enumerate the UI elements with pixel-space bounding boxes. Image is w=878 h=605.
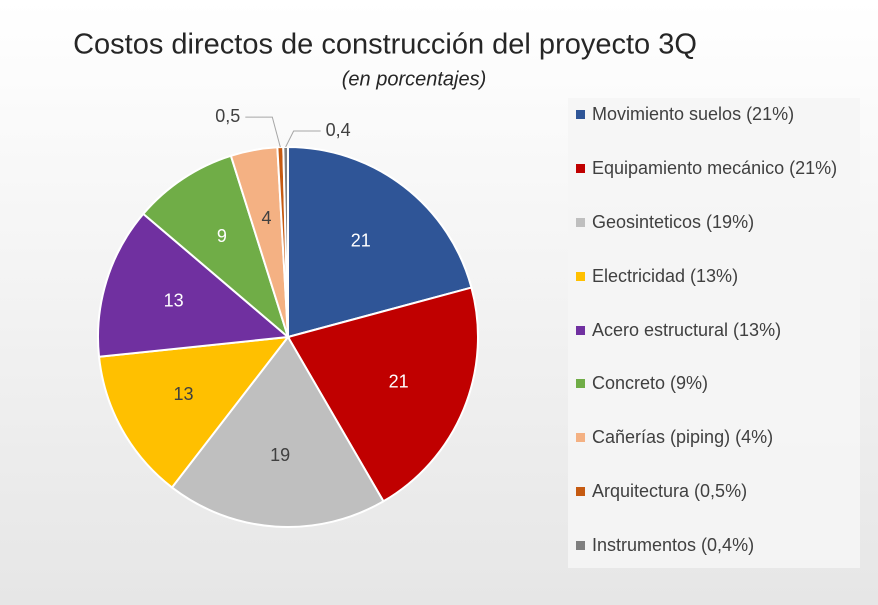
data-label: 13 xyxy=(173,384,193,404)
data-label: 9 xyxy=(217,226,227,246)
legend-label: Electricidad (13%) xyxy=(592,265,739,286)
legend-item: Arquitectura (0,5%) xyxy=(574,479,854,504)
legend-swatch xyxy=(576,379,585,389)
chart-title: Costos directos de construcción del proy… xyxy=(73,29,697,61)
legend-label: Movimiento suelos (21%) xyxy=(592,104,795,124)
data-label: 4 xyxy=(261,208,271,228)
legend-label: Acero estructural (13%) xyxy=(592,319,782,340)
legend-swatch xyxy=(576,163,585,173)
data-label: 21 xyxy=(351,231,371,251)
data-label: 0,5 xyxy=(215,106,240,126)
legend-label: Arquitectura (0,5%) xyxy=(592,481,748,502)
legend-item: Geosinteticos (19%) xyxy=(574,210,854,235)
pie-slice xyxy=(286,286,479,503)
legend: Movimiento suelos (21%) Equipamiento mecá… xyxy=(568,98,860,568)
pie-slice xyxy=(141,154,290,341)
legend-label: Cañerías (piping) (4%) xyxy=(592,427,774,448)
legend-item: Equipamiento mecánico (21%) xyxy=(574,156,854,181)
leader-line xyxy=(245,116,281,148)
data-label: 0,4 xyxy=(326,120,351,140)
legend-item: Electricidad (13%) xyxy=(574,264,854,289)
legend-item: Acero estructural (13%) xyxy=(574,318,854,343)
legend-swatch xyxy=(576,325,585,335)
legend-label: Geosinteticos (19%) xyxy=(592,211,755,232)
legend-label: Instrumentos (0,4%) xyxy=(592,535,755,555)
legend-label: Equipamiento mecánico (21%) xyxy=(592,157,838,178)
legend-swatch xyxy=(576,271,585,281)
legend-swatch xyxy=(576,110,585,119)
pie-slice xyxy=(97,212,291,358)
leader-line xyxy=(285,130,321,148)
legend-label: Concreto (9%) xyxy=(592,373,709,394)
data-label: 19 xyxy=(270,445,290,465)
legend-swatch xyxy=(576,487,585,497)
data-label: 21 xyxy=(389,371,409,391)
pie-slice xyxy=(287,145,473,339)
legend-item: Cañerías (piping) (4%) xyxy=(574,425,854,450)
legend-item: Concreto (9%) xyxy=(574,371,854,396)
chart-subtitle: (en porcentajes) xyxy=(342,68,487,90)
legend-swatch xyxy=(576,541,585,550)
data-label: 13 xyxy=(164,290,184,310)
legend-swatch xyxy=(576,217,585,227)
pie-slice xyxy=(170,335,385,528)
pie-slice xyxy=(97,335,291,489)
legend-swatch xyxy=(576,433,585,443)
legend-item: Movimiento suelos (21%) xyxy=(574,102,854,127)
legend-item: Instrumentos (0,4%) xyxy=(574,533,854,558)
